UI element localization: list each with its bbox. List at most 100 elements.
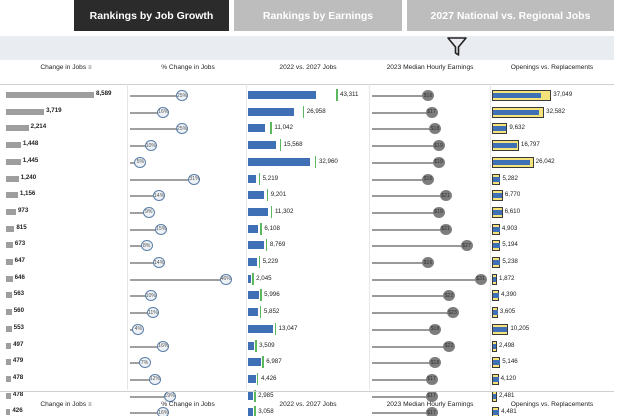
table-row[interactable]: 1,448 10% 15,568 $19 16,797 <box>0 137 614 154</box>
table-row[interactable]: 1,445 5% 32,960 $19 26,042 <box>0 154 614 171</box>
change-value: 560 <box>13 307 25 315</box>
openings-value: 6,770 <box>504 191 521 199</box>
change-bar <box>6 108 45 115</box>
jobs-2022-bar <box>248 391 253 400</box>
pct-marker: 19% <box>163 390 176 402</box>
footer-change-in-jobs[interactable]: Change in Jobs ≡ <box>40 401 92 408</box>
filter-icon[interactable] <box>446 36 468 58</box>
earnings-marker: $22 <box>443 340 455 352</box>
jobs-2022-bar <box>248 241 264 250</box>
earnings-line <box>372 228 446 231</box>
jobs-2027-marker <box>336 89 338 101</box>
footer-pct-change[interactable]: % Change in Jobs <box>161 401 215 408</box>
openings-value: 5,146 <box>502 358 518 366</box>
tab-rankings-by-job-growth[interactable]: Rankings by Job Growth <box>74 0 229 31</box>
table-row[interactable]: 426 16% 3,058 $17 4,481 <box>0 404 614 416</box>
pct-marker: 14% <box>153 190 166 202</box>
earnings-line <box>372 161 439 164</box>
jobs-2027-value: 43,311 <box>340 91 359 98</box>
table-row[interactable]: 647 14% 5,229 $16 5,238 <box>0 254 614 271</box>
openings-value: 4,903 <box>501 224 518 232</box>
earnings-line <box>372 412 432 415</box>
change-value: 478 <box>12 373 24 381</box>
replacements-bar <box>493 226 500 232</box>
pct-line <box>130 245 147 248</box>
table-row[interactable]: 646 46% 2,045 $31 1,872 <box>0 271 614 288</box>
pct-line <box>130 362 145 365</box>
pct-line <box>130 178 195 181</box>
table-row[interactable]: 553 4% 13,047 $18 10,205 <box>0 321 614 338</box>
earnings-line <box>372 211 439 214</box>
earnings-line <box>372 145 439 148</box>
sort-icon[interactable]: ≡ <box>88 402 92 408</box>
sort-icon[interactable]: ≡ <box>88 65 92 71</box>
jobs-2027-marker <box>255 339 257 352</box>
header-pct-change[interactable]: % Change in Jobs <box>161 64 215 71</box>
pct-marker: 7% <box>138 357 151 369</box>
change-value: 563 <box>13 290 25 298</box>
jobs-2027-marker <box>270 122 272 135</box>
jobs-2027-marker <box>274 322 276 335</box>
jobs-2027-value: 5,852 <box>263 308 280 316</box>
footer-median-earnings[interactable]: 2023 Median Hourly Earnings <box>386 401 474 408</box>
table-row[interactable]: 973 9% 11,302 $19 6,610 <box>0 204 614 221</box>
table-row[interactable]: 3,719 16% 26,958 $17 32,582 <box>0 104 614 121</box>
jobs-2027-marker <box>260 222 262 235</box>
footer-2022-vs-2027-jobs[interactable]: 2022 vs. 2027 Jobs <box>279 401 337 408</box>
change-value: 1,240 <box>20 173 37 181</box>
table-row[interactable]: 673 8% 8,769 $27 5,194 <box>0 237 614 254</box>
jobs-2022-bar <box>248 341 254 350</box>
table-row[interactable]: 1,156 14% 9,201 $21 6,770 <box>0 187 614 204</box>
openings-value: 32,582 <box>546 107 566 115</box>
jobs-2027-value: 2,045 <box>256 274 272 282</box>
earnings-line <box>372 95 428 97</box>
header-change-in-jobs[interactable]: Change in Jobs ≡ <box>40 64 92 71</box>
pct-marker: 9% <box>142 206 155 218</box>
jobs-2022-bar <box>248 258 257 266</box>
replacements-bar <box>493 193 503 199</box>
footer-openings-vs-replacements[interactable]: Openings vs. Replacements <box>510 401 594 408</box>
openings-value: 10,205 <box>510 324 530 332</box>
openings-value: 6,610 <box>504 207 521 215</box>
openings-value: 2,481 <box>499 391 515 399</box>
pct-line <box>130 128 182 131</box>
earnings-line <box>372 278 481 281</box>
replacements-bar <box>493 393 497 399</box>
pct-line <box>130 412 164 415</box>
jobs-2027-value: 15,568 <box>283 141 303 149</box>
pct-line <box>130 211 149 214</box>
table-row[interactable]: 479 7% 6,987 $18 5,146 <box>0 354 614 371</box>
jobs-2027-value: 11,042 <box>274 124 293 132</box>
header-2022-vs-2027-jobs[interactable]: 2022 vs. 2027 Jobs <box>279 64 337 71</box>
jobs-2027-value: 26,958 <box>306 107 326 115</box>
openings-value: 4,390 <box>501 291 517 299</box>
jobs-2022-bar <box>248 107 294 116</box>
table-row[interactable]: 560 11% 5,852 $23 3,605 <box>0 304 614 321</box>
replacements-bar <box>493 376 499 382</box>
tab-rankings-by-earnings[interactable]: Rankings by Earnings <box>234 0 402 31</box>
table-row[interactable]: 497 16% 3,509 $22 2,498 <box>0 338 614 355</box>
table-row[interactable]: 478 12% 4,426 $17 4,120 <box>0 371 614 388</box>
table-row[interactable]: 478 19% 2,985 $17 2,481 <box>0 388 614 405</box>
table-row[interactable]: 2,214 25% 11,042 $18 9,632 <box>0 120 614 137</box>
openings-value: 4,481 <box>501 408 517 416</box>
header-openings-vs-replacements[interactable]: Openings vs. Replacements <box>510 64 594 71</box>
table-row[interactable]: 563 10% 5,996 $22 4,390 <box>0 287 614 304</box>
change-bar <box>6 309 12 316</box>
openings-value: 3,605 <box>499 308 516 316</box>
replacements-bar <box>493 159 530 165</box>
table-row[interactable]: 1,240 31% 5,219 $16 5,282 <box>0 171 614 188</box>
earnings-line <box>372 328 435 331</box>
pct-marker: 16% <box>157 407 170 416</box>
jobs-2027-marker <box>266 189 269 202</box>
pct-line <box>130 262 160 264</box>
earnings-line <box>372 362 435 365</box>
openings-value: 16,797 <box>520 141 540 149</box>
openings-value: 37,049 <box>553 91 573 98</box>
header-median-earnings[interactable]: 2023 Median Hourly Earnings <box>386 64 474 71</box>
earnings-marker: $18 <box>429 357 441 369</box>
table-row[interactable]: 8,589 25% 43,311 $16 37,049 <box>0 87 614 104</box>
tab-national-vs-regional-jobs[interactable]: 2027 National vs. Regional Jobs <box>407 0 614 31</box>
change-value: 1,156 <box>19 190 36 198</box>
table-row[interactable]: 815 15% 6,108 $21 4,903 <box>0 221 614 238</box>
